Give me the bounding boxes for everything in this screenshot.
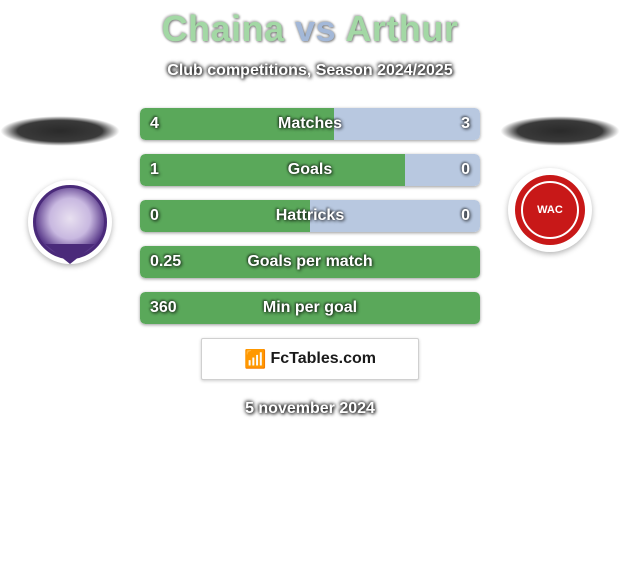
stat-value-right: 0: [461, 200, 470, 232]
stat-value-left: 1: [150, 154, 159, 186]
subtitle: Club competitions, Season 2024/2025: [0, 62, 620, 80]
shadow-left: [0, 116, 120, 146]
stat-row: Hattricks0 0: [140, 200, 480, 232]
branding-box: 📶 FcTables.com: [201, 338, 419, 380]
stat-row: Min per goal360: [140, 292, 480, 324]
stat-value-right: 3: [461, 108, 470, 140]
stat-row: Matches4 3: [140, 108, 480, 140]
date-label: 5 november 2024: [0, 400, 620, 418]
stat-value-left: 0: [150, 200, 159, 232]
stat-value-right: 0: [461, 154, 470, 186]
stat-row: Goals1 0: [140, 154, 480, 186]
badge-right-graphic: WAC: [515, 175, 585, 245]
vs-label: vs: [295, 8, 336, 49]
player1-name: Chaina: [162, 8, 285, 49]
header: Chaina vs Arthur Club competitions, Seas…: [0, 0, 620, 80]
stat-value-left: 0.25: [150, 246, 181, 278]
comparison-title: Chaina vs Arthur: [0, 8, 620, 50]
bars-container: Matches43Goals10Hattricks00Goals per mat…: [140, 108, 480, 324]
stat-label: Hattricks: [140, 200, 480, 232]
badge-right-text: WAC: [537, 204, 563, 216]
stat-value-left: 4: [150, 108, 159, 140]
stat-row: Goals per match0.25: [140, 246, 480, 278]
stat-label: Goals: [140, 154, 480, 186]
branding-text: FcTables.com: [270, 350, 376, 368]
shadow-right: [500, 116, 620, 146]
club-badge-right: WAC: [508, 168, 592, 252]
player2-name: Arthur: [345, 8, 458, 49]
branding-icon: 📶: [244, 349, 266, 370]
stat-value-left: 360: [150, 292, 177, 324]
stat-label: Matches: [140, 108, 480, 140]
stat-label: Goals per match: [140, 246, 480, 278]
badge-left-graphic: [33, 185, 107, 259]
stat-label: Min per goal: [140, 292, 480, 324]
club-badge-left: [28, 180, 112, 264]
